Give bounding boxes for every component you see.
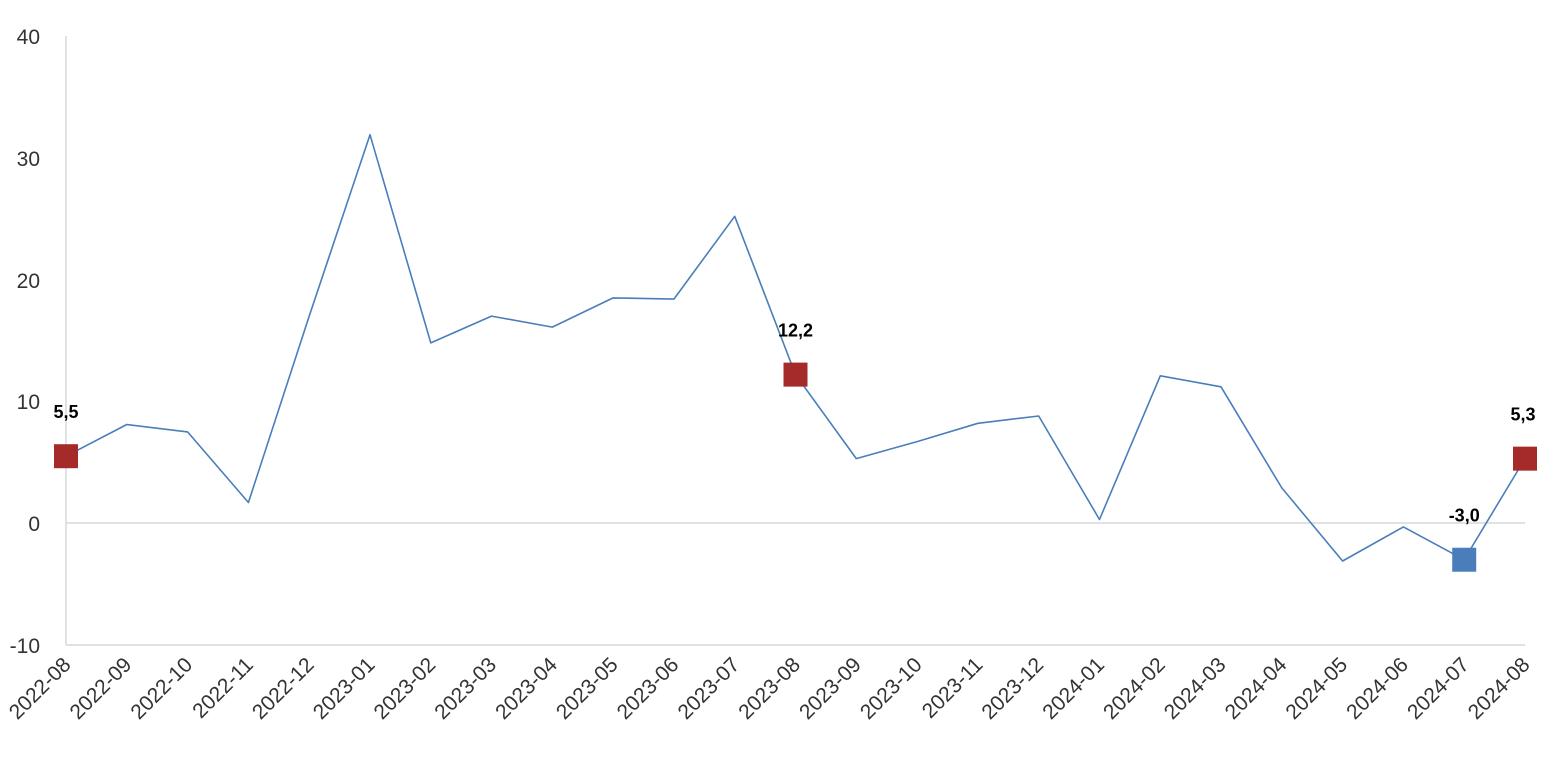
x-tick-label: 2024-05 [1281, 653, 1352, 724]
x-tick-label: 2024-03 [1160, 653, 1231, 724]
x-tick-label: 2023-09 [795, 653, 866, 724]
highlight-marker [783, 362, 808, 387]
y-axis-tick-labels: 40 30 20 10 0 -10 [10, 26, 40, 658]
x-tick-label: 2023-08 [734, 653, 805, 724]
highlight-marker [54, 444, 78, 469]
x-axis-tick-labels: 2022-082022-092022-102022-112022-122023-… [5, 653, 1535, 724]
data-label: 12,2 [778, 321, 813, 341]
x-tick-label: 2023-11 [918, 653, 988, 723]
x-tick-label: 2023-01 [309, 653, 380, 724]
x-tick-label: 2023-04 [491, 653, 562, 724]
x-tick-label: 2024-02 [1099, 653, 1170, 724]
x-tick-label: 2022-08 [5, 653, 76, 724]
x-tick-label: 2022-11 [188, 653, 258, 723]
x-tick-label: 2024-01 [1038, 653, 1109, 724]
y-tick-label: 40 [17, 26, 40, 49]
x-tick-label: 2023-12 [977, 653, 1048, 724]
highlight-marker [1452, 547, 1477, 572]
y-tick-label: 10 [17, 391, 40, 414]
y-tick-label: -10 [10, 635, 40, 658]
x-tick-label: 2024-06 [1342, 653, 1413, 724]
y-tick-label: 20 [17, 270, 40, 293]
x-tick-label: 2022-09 [66, 653, 137, 724]
data-label: -3,0 [1449, 506, 1480, 526]
plot-area: 5,5 12,2 -3,0 5,3 [53, 133, 1537, 572]
y-tick-label: 0 [28, 513, 40, 536]
x-tick-label: 2024-07 [1403, 653, 1474, 724]
x-tick-label: 2023-03 [430, 653, 501, 724]
y-tick-label: 30 [17, 148, 40, 171]
x-tick-label: 2022-12 [248, 653, 319, 724]
x-tick-label: 2022-10 [126, 653, 197, 724]
x-tick-label: 2023-02 [370, 653, 441, 724]
series-line [65, 133, 1526, 562]
x-tick-label: 2023-07 [673, 653, 744, 724]
data-label: 5,5 [53, 402, 78, 422]
data-label: 5,3 [1510, 405, 1535, 425]
x-tick-label: 2024-04 [1221, 653, 1292, 724]
x-tick-label: 2023-05 [552, 653, 623, 724]
x-tick-label: 2024-08 [1464, 653, 1535, 724]
x-tick-label: 2023-10 [856, 653, 927, 724]
highlight-marker [1513, 446, 1537, 471]
x-tick-label: 2023-06 [613, 653, 684, 724]
